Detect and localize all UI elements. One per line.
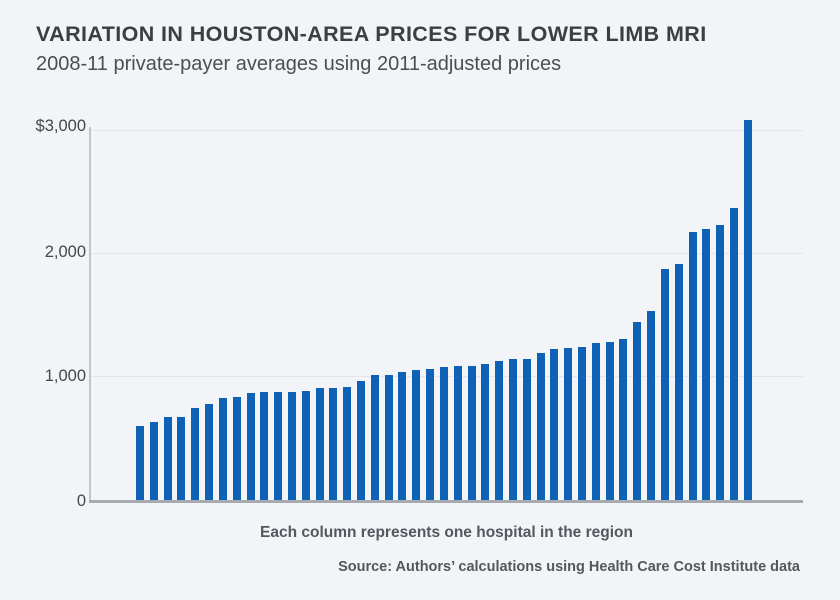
bar [370, 375, 379, 500]
chart-subtitle: 2008-11 private-payer averages using 201… [36, 53, 562, 75]
gridline-3000 [90, 129, 803, 131]
bar [287, 391, 296, 500]
bar [301, 390, 310, 500]
gridline-2000 [90, 252, 803, 254]
bar [578, 346, 586, 500]
bar [508, 359, 517, 500]
bar [619, 339, 628, 500]
bar [605, 341, 614, 500]
bar [412, 369, 421, 500]
bar [453, 366, 462, 500]
bar [439, 366, 448, 500]
bar [536, 352, 545, 500]
y-axis-line [89, 127, 91, 502]
bar [660, 268, 669, 500]
bar [688, 232, 697, 500]
bar [633, 322, 642, 500]
bar [467, 365, 476, 500]
bar [702, 229, 711, 500]
bar [274, 392, 283, 500]
bar [564, 348, 573, 500]
bar [647, 311, 656, 500]
bar [343, 386, 352, 500]
bar [743, 120, 752, 500]
x-axis-line [89, 500, 803, 503]
y-axis-tick-label: $3,000 [35, 117, 86, 135]
bar [481, 364, 490, 500]
bar [384, 374, 393, 500]
y-axis-tick-label: 0 [76, 492, 86, 510]
plot-area [89, 120, 803, 503]
bar [177, 416, 186, 500]
bar [246, 393, 255, 500]
bar [191, 408, 200, 500]
bar [315, 388, 324, 500]
bar [218, 397, 227, 500]
bar [329, 387, 338, 500]
x-axis-caption: Each column represents one hospital in t… [260, 524, 633, 541]
chart-title: VARIATION IN HOUSTON-AREA PRICES FOR LOW… [36, 22, 707, 46]
bar [205, 404, 214, 500]
bar [674, 263, 683, 500]
bar [495, 361, 504, 500]
source-note: Source: Authors’ calculations using Heal… [338, 559, 800, 575]
bar [136, 426, 144, 500]
bar [398, 371, 407, 500]
y-axis-tick-label: 2,000 [44, 243, 86, 261]
y-axis-tick-label: 1,000 [44, 367, 86, 385]
bar [232, 397, 241, 500]
bar-series [136, 120, 752, 500]
bar [550, 348, 559, 500]
bar [522, 358, 531, 500]
bar [149, 422, 158, 500]
bar [357, 381, 365, 500]
bar [426, 369, 435, 500]
bar [163, 417, 172, 500]
bar [260, 392, 269, 500]
bar [716, 225, 725, 500]
bar [729, 207, 738, 500]
bar [591, 342, 600, 500]
